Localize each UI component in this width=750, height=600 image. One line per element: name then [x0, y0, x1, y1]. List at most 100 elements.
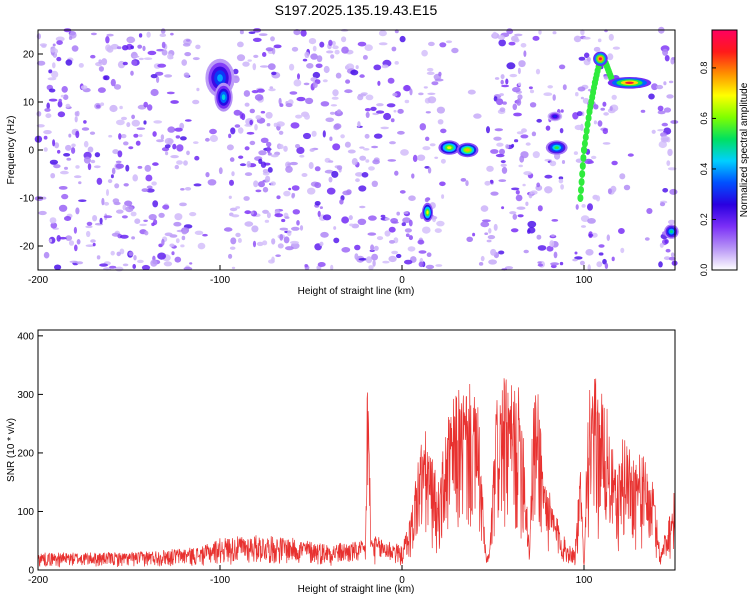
spectrogram-cell	[131, 236, 136, 240]
spectrogram-cell	[52, 43, 56, 47]
spectrogram-cell	[226, 144, 234, 151]
spectrogram-cell	[428, 41, 435, 47]
spectrogram-cell	[186, 39, 191, 42]
spectrogram-cell	[248, 31, 256, 34]
spectrogram-cell	[384, 230, 391, 237]
spectrogram-cell	[262, 169, 269, 174]
spectrogram-cell	[361, 172, 369, 178]
spectrogram-cell	[196, 87, 200, 92]
spectrogram-cell	[81, 127, 90, 131]
spectrogram-cell	[244, 221, 254, 227]
spectrogram-cell	[527, 220, 537, 228]
spectrogram-cell	[166, 91, 175, 95]
spectrogram-cell	[598, 252, 604, 256]
spectrogram-cell	[232, 68, 239, 75]
spectrogram-cell	[270, 181, 276, 186]
spectrogram-cell	[429, 143, 436, 147]
spectrogram-cell	[480, 221, 490, 228]
spectrogram-cell	[228, 133, 232, 139]
spectrogram-cell	[518, 60, 526, 68]
spectrogram-cell	[532, 151, 540, 159]
spectrogram-cell	[510, 228, 519, 233]
spectrogram-cell	[138, 33, 143, 38]
spectrogram-cell	[279, 234, 284, 241]
spectrogram-cell	[544, 174, 553, 179]
spectrogram-cell	[255, 115, 262, 120]
spectrogram-cell	[572, 258, 578, 262]
spectrogram-cell	[425, 136, 430, 141]
spectrogram-cell	[259, 65, 269, 68]
spectrogram-cell	[344, 89, 353, 94]
spectrogram-cell	[394, 61, 399, 65]
spectrogram-cell	[411, 173, 415, 179]
spectrogram-cell	[593, 120, 598, 125]
spectrogram-cell	[402, 217, 411, 224]
x-tick-label: 0	[399, 275, 405, 286]
spectrogram-cell	[115, 160, 122, 164]
spectrogram-cell	[233, 109, 242, 116]
y-tick-label: -20	[20, 242, 35, 253]
spectrogram-cell	[328, 160, 334, 163]
spectrogram-cell	[657, 129, 665, 132]
spectrogram-cell	[330, 264, 334, 271]
spectrogram-cell	[490, 149, 499, 154]
spectrogram-cell	[106, 189, 109, 196]
spectrogram-cell	[252, 240, 257, 248]
spectrogram-cell	[559, 128, 564, 134]
spectrogram-cell	[322, 130, 326, 138]
spectrogram-cell	[666, 160, 671, 167]
spectrogram-cell	[170, 100, 179, 104]
spectrogram-cell	[76, 110, 80, 117]
spectrogram-cell	[368, 166, 375, 171]
spectrogram-cell	[273, 44, 282, 49]
spectrogram-cell	[331, 170, 339, 178]
spectrogram-cell	[348, 215, 353, 221]
spectrogram-cell	[659, 242, 664, 248]
spectrogram-cell	[184, 119, 192, 122]
spectrogram-cell	[251, 225, 259, 233]
spectrogram-cell	[494, 77, 500, 80]
spectrogram-cell	[574, 251, 578, 255]
spectrogram-cell	[186, 150, 190, 156]
spectrogram-cell	[405, 233, 410, 237]
spectrogram-cell	[586, 56, 591, 62]
spectrogram-cell	[192, 57, 200, 61]
spectrogram-cell	[598, 244, 605, 248]
snr-series-line	[37, 378, 676, 568]
spectrogram-cell	[525, 142, 531, 146]
spectrogram-cell	[573, 35, 582, 43]
spectrogram-cell	[89, 131, 96, 135]
spectrogram-cell	[663, 81, 667, 86]
spectrogram-cell	[253, 54, 259, 59]
spectrogram-cell	[103, 75, 110, 81]
spectrogram-cell	[265, 111, 273, 119]
spectrogram-cell	[45, 113, 52, 119]
spectrogram-cell	[397, 108, 404, 114]
spectrogram-cell	[516, 206, 526, 210]
spectrogram-cell	[160, 28, 166, 34]
spectrogram-cell	[518, 82, 522, 86]
spectrogram-cell	[551, 219, 559, 222]
spectrogram-cell	[664, 239, 669, 244]
spectrogram-ridge-cell	[581, 146, 587, 154]
spectrogram-cell	[486, 126, 490, 134]
spectrogram-cell	[65, 235, 73, 241]
spectrogram-cell	[258, 33, 268, 36]
spectrogram-cell	[103, 215, 113, 219]
spectrogram-cell	[388, 226, 396, 233]
spectrogram-cell	[494, 128, 503, 132]
spectrogram-cell	[244, 102, 250, 107]
spectrogram-cell	[256, 88, 265, 93]
spectrogram-cell	[435, 264, 443, 267]
y-tick-label: 0	[28, 146, 34, 157]
spectrogram-cell	[403, 211, 409, 215]
spectrogram-cell	[331, 96, 339, 100]
spectrogram-cell	[404, 228, 412, 233]
spectrogram-cell	[499, 93, 504, 97]
spectrogram-cell	[179, 202, 187, 207]
colorbar-tick-label: 0.4	[699, 163, 709, 176]
spectrogram-cell	[357, 41, 367, 47]
spectrogram-cell	[71, 45, 79, 52]
spectrogram-cell	[131, 119, 140, 127]
spectrogram-cell	[310, 53, 318, 60]
